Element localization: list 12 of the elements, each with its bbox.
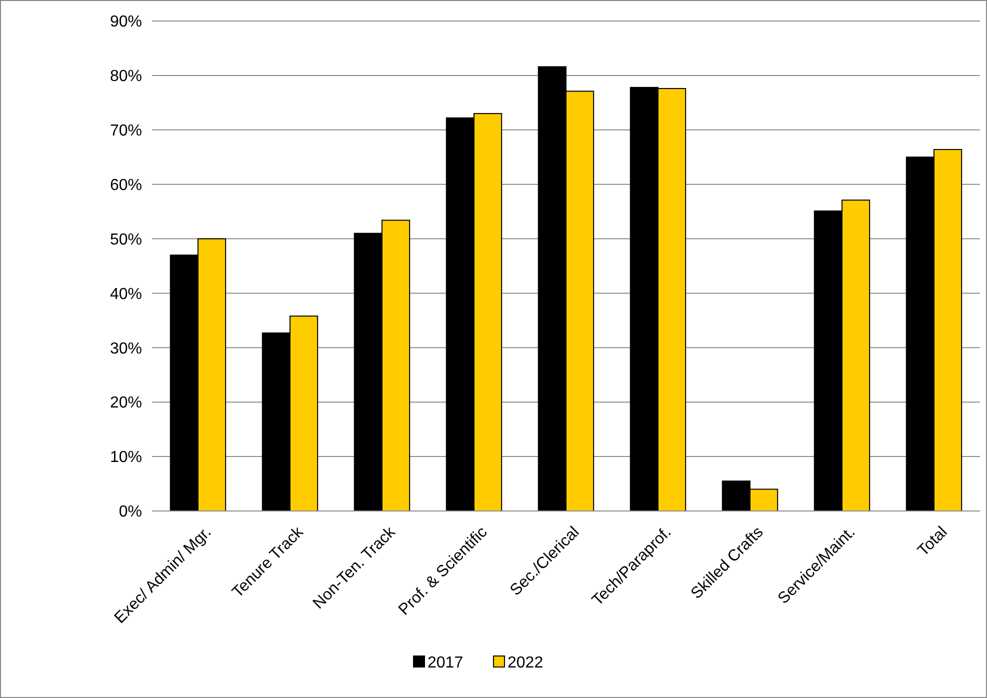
y-tick-label: 10% [110,449,142,466]
y-tick-label: 20% [110,394,142,412]
legend-label: 2022 [508,654,544,672]
y-tick-label: 50% [110,231,142,248]
y-tick-label: 70% [110,122,142,140]
y-tick-label: 80% [110,68,142,86]
legend-label: 2017 [428,654,464,672]
y-tick-label: 30% [110,340,142,358]
y-tick-label: 40% [110,286,142,303]
y-tick-label: 0% [118,504,142,521]
y-tick-label: 90% [110,14,142,31]
y-tick-label: 60% [110,176,142,194]
